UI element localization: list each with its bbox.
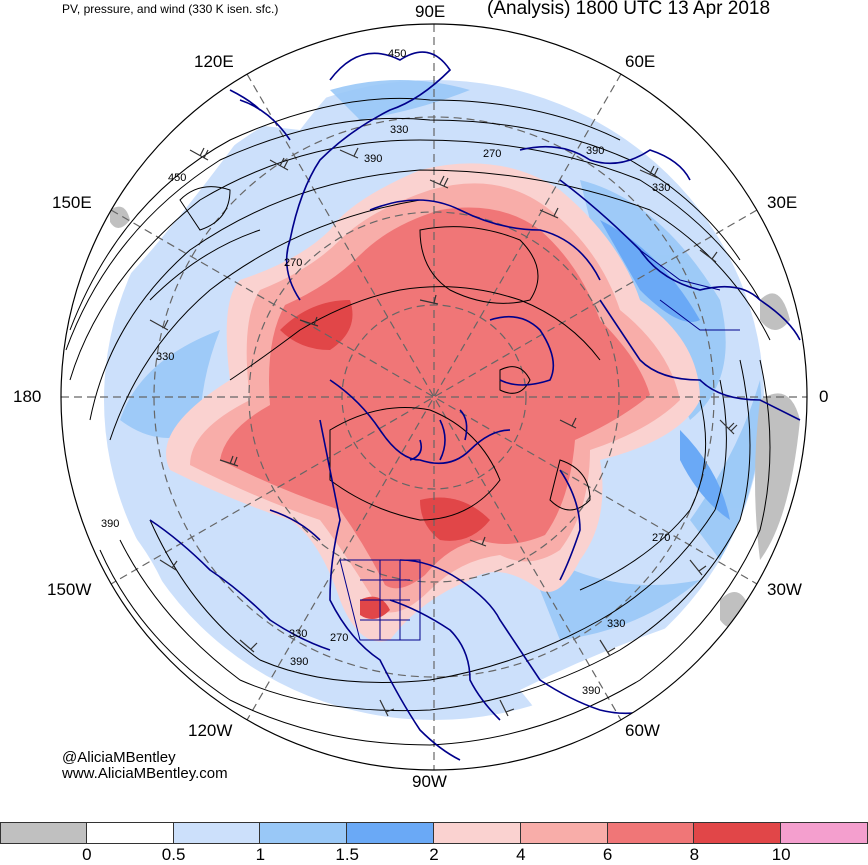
contour-label: 330 — [289, 628, 307, 640]
map-boundary — [60, 23, 808, 771]
colorbar-segment — [347, 822, 434, 844]
colorbar-segment — [781, 822, 868, 844]
colorbar-tick-label: 2 — [429, 845, 439, 864]
lon-label-120w: 120W — [188, 721, 233, 740]
colorbar-segment — [434, 822, 521, 844]
pv-shading-reds — [166, 163, 700, 642]
colorbar-segment — [0, 822, 87, 844]
country-borders — [339, 249, 740, 641]
coastlines — [149, 51, 801, 761]
lon-label-60e: 60E — [625, 52, 656, 71]
contour-label: 270 — [330, 632, 348, 644]
map-disk-content — [61, 24, 807, 770]
pv-colorbar: 0 0.5 1 1.5 2 4 6 8 10 — [0, 822, 868, 865]
contour-label: 390 — [101, 518, 119, 530]
colorbar-tick-label: 0 — [82, 845, 92, 864]
contour-label: 270 — [652, 532, 670, 544]
colorbar-segment — [86, 822, 174, 844]
lon-label-150w: 150W — [47, 580, 92, 599]
colorbar-segment — [694, 822, 782, 844]
colorbar-segment — [520, 822, 608, 844]
lon-label-30w: 30W — [767, 580, 802, 599]
colorbar-tick-label: 6 — [602, 845, 613, 864]
contour-label: 450 — [168, 172, 186, 184]
map-title: (Analysis) 1800 UTC 13 Apr 2018 — [487, 0, 771, 19]
contour-label: 270 — [284, 257, 302, 269]
contour-labels: 450 330 390 270 450 390 330 270 330 390 … — [101, 48, 670, 697]
colorbar-tick-label: 0.5 — [161, 845, 186, 864]
pressure-contours — [65, 97, 771, 746]
contour-label: 270 — [483, 148, 501, 160]
pv-map: 450 330 390 270 450 390 330 270 330 390 … — [13, 0, 829, 791]
colorbar-segment — [260, 822, 348, 844]
lon-label-180: 180 — [13, 387, 42, 406]
contour-label: 330 — [390, 124, 408, 136]
contour-label: 390 — [582, 685, 600, 697]
colorbar-tick-label: 1 — [255, 845, 266, 864]
contour-label: 330 — [607, 618, 625, 630]
lon-label-90e: 90E — [415, 2, 446, 21]
contour-label: 390 — [364, 153, 382, 165]
lon-label-90w: 90W — [412, 772, 447, 791]
lon-label-150e: 150E — [52, 193, 92, 212]
colorbar-tick-label: 4 — [516, 845, 526, 864]
graticule — [61, 24, 807, 770]
colorbar-tick-label: 1.5 — [335, 845, 360, 864]
contour-label: 390 — [586, 145, 604, 157]
credit-website: www.AliciaMBentley.com — [62, 765, 228, 782]
colorbar-segment — [173, 822, 261, 844]
wind-barbs — [149, 147, 738, 717]
colorbar-tick-label: 8 — [689, 845, 700, 864]
lon-label-120e: 120E — [194, 52, 234, 71]
lon-label-0: 0 — [819, 387, 829, 406]
credit-handle: @AliciaMBentley — [62, 749, 176, 766]
colorbar-segment — [607, 822, 695, 844]
map-subtitle: PV, pressure, and wind (330 K isen. sfc.… — [62, 2, 279, 16]
contour-label: 450 — [388, 48, 406, 60]
lon-label-60w: 60W — [625, 721, 660, 740]
contour-label: 330 — [156, 351, 174, 363]
polar-map-canvas: 450 330 390 270 450 390 330 270 330 390 … — [60, 23, 808, 771]
lon-label-30e: 30E — [767, 193, 798, 212]
contour-label: 390 — [290, 656, 308, 668]
colorbar-tick-label: 10 — [771, 845, 791, 864]
contour-label: 330 — [652, 182, 670, 194]
